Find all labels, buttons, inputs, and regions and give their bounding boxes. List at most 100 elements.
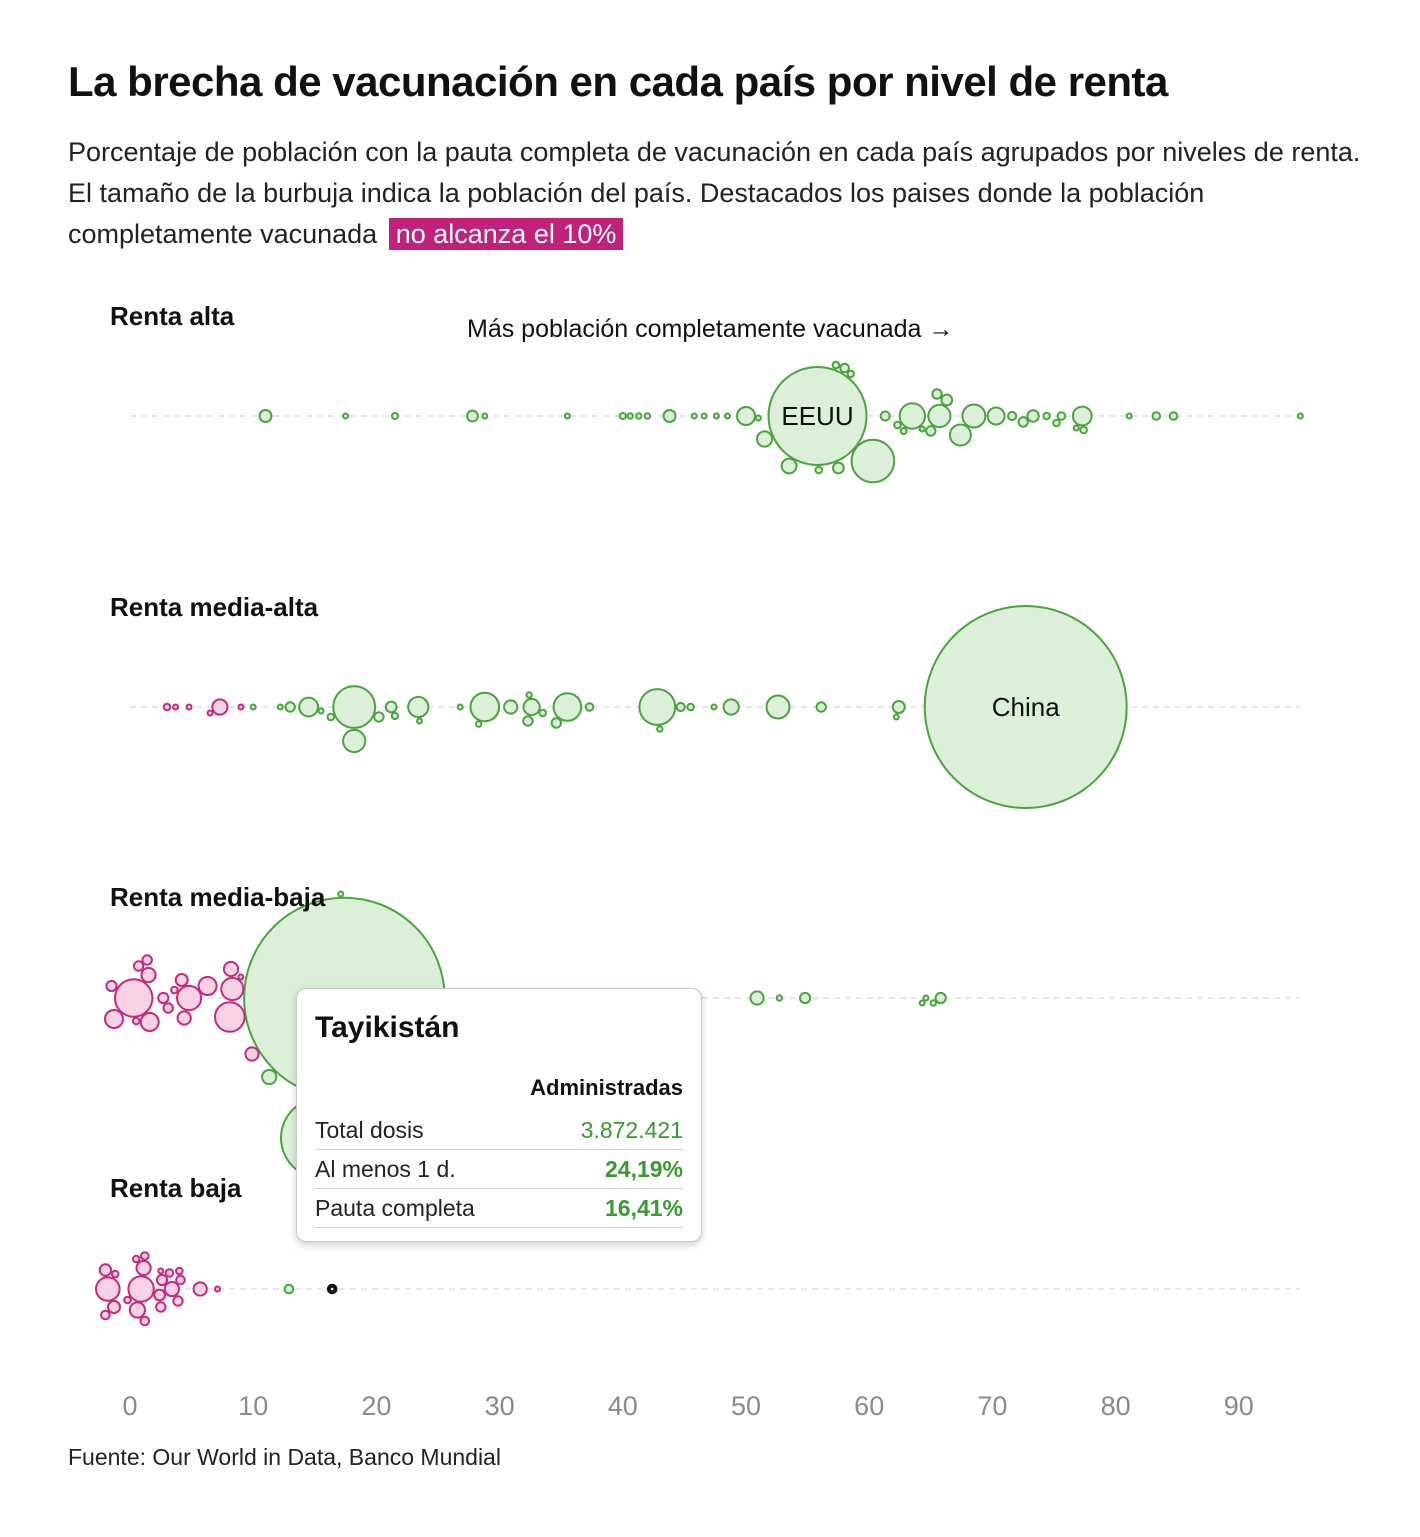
country-bubble[interactable] xyxy=(140,966,157,984)
country-bubble[interactable] xyxy=(927,403,952,429)
bubble-eeuu[interactable] xyxy=(767,366,868,466)
country-bubble[interactable] xyxy=(139,1315,151,1327)
country-bubble[interactable] xyxy=(416,717,423,725)
country-bubble[interactable] xyxy=(846,369,855,379)
country-bubble[interactable] xyxy=(163,1280,180,1298)
country-bubble[interactable] xyxy=(749,990,765,1006)
country-bubble[interactable] xyxy=(934,991,947,1005)
country-bubble[interactable] xyxy=(643,412,652,420)
country-bubble[interactable] xyxy=(390,412,399,420)
country-bubble[interactable] xyxy=(754,414,762,422)
country-bubble[interactable] xyxy=(618,412,627,420)
country-bubble[interactable] xyxy=(1071,405,1093,427)
country-bubble[interactable] xyxy=(197,976,218,996)
country-bubble[interactable] xyxy=(899,427,908,435)
country-bubble[interactable] xyxy=(261,1068,278,1086)
country-bubble[interactable] xyxy=(110,1269,120,1279)
country-bubble[interactable] xyxy=(1007,410,1018,422)
country-bubble[interactable] xyxy=(153,1288,167,1302)
country-bubble[interactable] xyxy=(918,425,926,433)
country-bubble[interactable] xyxy=(1052,418,1061,428)
country-bubble[interactable] xyxy=(214,1285,221,1293)
country-bubble[interactable] xyxy=(1151,411,1162,421)
country-bubble[interactable] xyxy=(140,1251,150,1261)
country-bubble[interactable] xyxy=(131,1016,141,1026)
country-bubble[interactable] xyxy=(925,425,937,437)
country-bubble[interactable] xyxy=(342,728,367,754)
country-bubble[interactable] xyxy=(469,691,501,723)
country-bubble[interactable] xyxy=(898,402,926,430)
country-bubble[interactable] xyxy=(157,1267,165,1275)
country-bubble[interactable] xyxy=(690,412,698,420)
country-bubble[interactable] xyxy=(284,701,296,713)
country-bubble[interactable] xyxy=(139,1012,160,1032)
country-bubble[interactable] xyxy=(211,698,229,716)
country-bubble[interactable] xyxy=(550,717,562,729)
bubble-china[interactable] xyxy=(923,605,1128,809)
country-bubble[interactable] xyxy=(135,1259,152,1277)
country-bubble[interactable] xyxy=(390,711,399,721)
country-bubble[interactable] xyxy=(922,994,930,1002)
country-bubble[interactable] xyxy=(127,1275,155,1303)
country-bubble[interactable] xyxy=(176,984,203,1012)
country-bubble[interactable] xyxy=(258,409,273,423)
country-bubble[interactable] xyxy=(522,697,541,717)
country-bubble[interactable] xyxy=(206,709,214,717)
country-bubble[interactable] xyxy=(724,412,731,420)
country-bubble[interactable] xyxy=(656,725,664,733)
country-bubble[interactable] xyxy=(276,703,284,711)
country-bubble[interactable] xyxy=(155,1273,169,1287)
country-bubble[interactable] xyxy=(249,703,257,711)
country-bubble[interactable] xyxy=(283,1283,295,1295)
country-bubble[interactable] xyxy=(104,1009,124,1029)
country-bubble[interactable] xyxy=(1042,411,1051,421)
country-bubble[interactable] xyxy=(891,700,906,714)
country-bubble[interactable] xyxy=(244,1046,260,1062)
country-bubble[interactable] xyxy=(961,403,987,429)
country-bubble[interactable] xyxy=(1017,416,1029,428)
country-bubble[interactable] xyxy=(815,701,827,713)
country-bubble[interactable] xyxy=(839,362,850,374)
country-bubble[interactable] xyxy=(175,1274,186,1286)
country-bubble[interactable] xyxy=(162,1002,174,1014)
country-bubble[interactable] xyxy=(185,703,193,711)
country-bubble[interactable] xyxy=(237,703,245,711)
country-bubble[interactable] xyxy=(342,412,350,420)
country-bubble[interactable] xyxy=(100,1309,111,1321)
country-bubble[interactable] xyxy=(317,707,325,715)
country-bubble[interactable] xyxy=(832,461,845,475)
country-bubble[interactable] xyxy=(948,423,972,447)
country-bubble[interactable] xyxy=(626,412,634,420)
country-bubble[interactable] xyxy=(105,979,118,993)
country-bubble[interactable] xyxy=(481,412,489,420)
country-bubble[interactable] xyxy=(141,954,153,966)
country-bubble[interactable] xyxy=(131,1254,141,1264)
country-bubble[interactable] xyxy=(799,991,812,1005)
country-bubble[interactable] xyxy=(1056,411,1067,421)
country-bubble[interactable] xyxy=(700,412,708,420)
country-bubble[interactable] xyxy=(466,409,479,423)
country-bubble[interactable] xyxy=(736,406,756,426)
country-bubble[interactable] xyxy=(475,720,483,728)
country-bubble[interactable] xyxy=(525,691,533,699)
country-bubble[interactable] xyxy=(373,711,385,723)
country-bubble[interactable] xyxy=(128,1301,146,1319)
country-bubble[interactable] xyxy=(522,715,534,727)
country-bubble[interactable] xyxy=(503,699,519,715)
country-bubble[interactable] xyxy=(298,696,320,718)
country-bubble[interactable] xyxy=(1168,411,1179,421)
country-bubble[interactable] xyxy=(164,1268,175,1278)
country-bubble[interactable] xyxy=(332,685,377,729)
country-bubble[interactable] xyxy=(814,465,824,475)
country-bubble[interactable] xyxy=(456,703,464,711)
country-bubble[interactable] xyxy=(192,1281,208,1297)
country-bubble[interactable] xyxy=(384,700,398,714)
country-bubble[interactable] xyxy=(584,702,595,712)
country-bubble[interactable] xyxy=(170,985,179,995)
country-bubble[interactable] xyxy=(892,713,900,721)
country-bubble[interactable] xyxy=(755,430,774,448)
country-bubble[interactable] xyxy=(1125,412,1133,420)
country-bubble[interactable] xyxy=(174,973,189,987)
country-bubble[interactable] xyxy=(538,708,548,718)
country-bubble[interactable] xyxy=(675,701,686,713)
